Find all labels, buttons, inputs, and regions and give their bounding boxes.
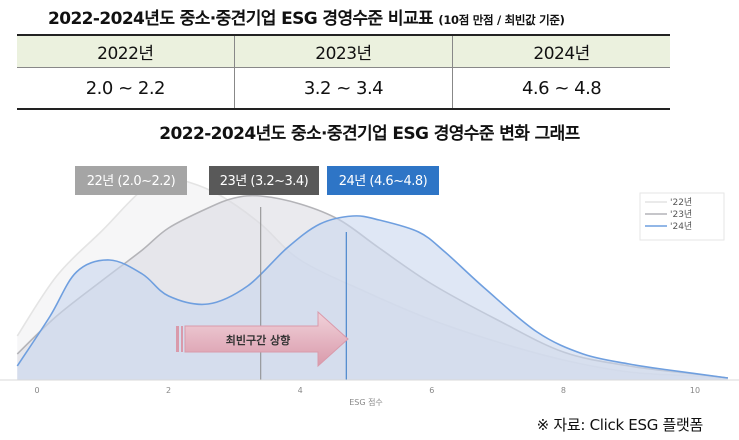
annotation-2023: 23년 (3.2~3.4) xyxy=(209,166,319,195)
x-axis-label: ESG 점수 xyxy=(349,397,383,407)
annotation-2022-label: 22년 (2.0~2.2) xyxy=(87,174,176,189)
header-2023: 2023년 xyxy=(234,35,454,68)
legend-label-2022: '22년 xyxy=(670,197,692,208)
x-tick-label: 6 xyxy=(429,386,434,395)
x-tick-label: 4 xyxy=(298,386,303,395)
x-tick-label: 8 xyxy=(561,386,566,395)
value-2024: 4.6 ~ 4.8 xyxy=(521,77,602,99)
x-tick-label: 2 xyxy=(166,386,171,395)
arrow-label: 최빈구간 상향 xyxy=(226,333,291,347)
x-tick-label: 10 xyxy=(690,386,700,395)
header-2022: 2022년 xyxy=(17,35,235,68)
arrow-icon xyxy=(184,310,349,368)
chart-title: 2022-2024년도 중소·중견기업 ESG 경영수준 변화 그래프 xyxy=(159,124,580,144)
legend-label-2024: '24년 xyxy=(670,221,692,232)
mode-shift-arrow: 최빈구간 상향 xyxy=(176,310,349,368)
table-title: 2022-2024년도 중소·중견기업 ESG 경영수준 비교표 (10점 만점… xyxy=(48,4,698,29)
arrow-tail-stripe xyxy=(181,326,183,352)
arrow-tail-stripe xyxy=(176,326,179,352)
density-chart: '22년 '23년 '24년 22년 (2.0~2.2) 23년 (3.2~3.… xyxy=(0,150,739,407)
source-note: ※ 자료: Click ESG 플랫폼 xyxy=(536,416,704,434)
table-row: 2.0 ~ 2.2 3.2 ~ 3.4 4.6 ~ 4.8 xyxy=(17,67,670,109)
annotation-2022-box xyxy=(75,166,187,195)
annotation-2024: 24년 (4.6~4.8) xyxy=(327,166,439,195)
value-2023: 3.2 ~ 3.4 xyxy=(234,67,454,109)
annotation-2023-box xyxy=(209,166,319,195)
annotation-2023-label: 23년 (3.2~3.4) xyxy=(220,174,309,189)
legend-box xyxy=(639,192,725,241)
series-2024-line xyxy=(16,215,729,379)
value-2022: 2.0 ~ 2.2 xyxy=(17,67,235,109)
legend: '22년 '23년 '24년 xyxy=(639,192,725,241)
header-2024: 2024년 xyxy=(452,35,670,68)
annotation-2022: 22년 (2.0~2.2) xyxy=(75,166,187,195)
annotation-2024-box xyxy=(327,166,439,195)
comparison-table: 2022년 2023년 2024년 2.0 ~ 2.2 3.2 ~ 3.4 4.… xyxy=(17,34,670,110)
table-header-row: 2022년 2023년 2024년 xyxy=(17,35,670,68)
table-title-note: (10점 만점 / 최빈값 기준) xyxy=(438,13,565,27)
x-axis-ticks: 0 2 4 6 8 10 xyxy=(34,386,700,395)
table-title-text: 2022-2024년도 중소·중견기업 ESG 경영수준 비교표 xyxy=(48,9,434,29)
legend-label-2023: '23년 xyxy=(670,209,692,220)
x-tick-label: 0 xyxy=(34,386,39,395)
annotation-2024-label: 24년 (4.6~4.8) xyxy=(339,174,428,189)
